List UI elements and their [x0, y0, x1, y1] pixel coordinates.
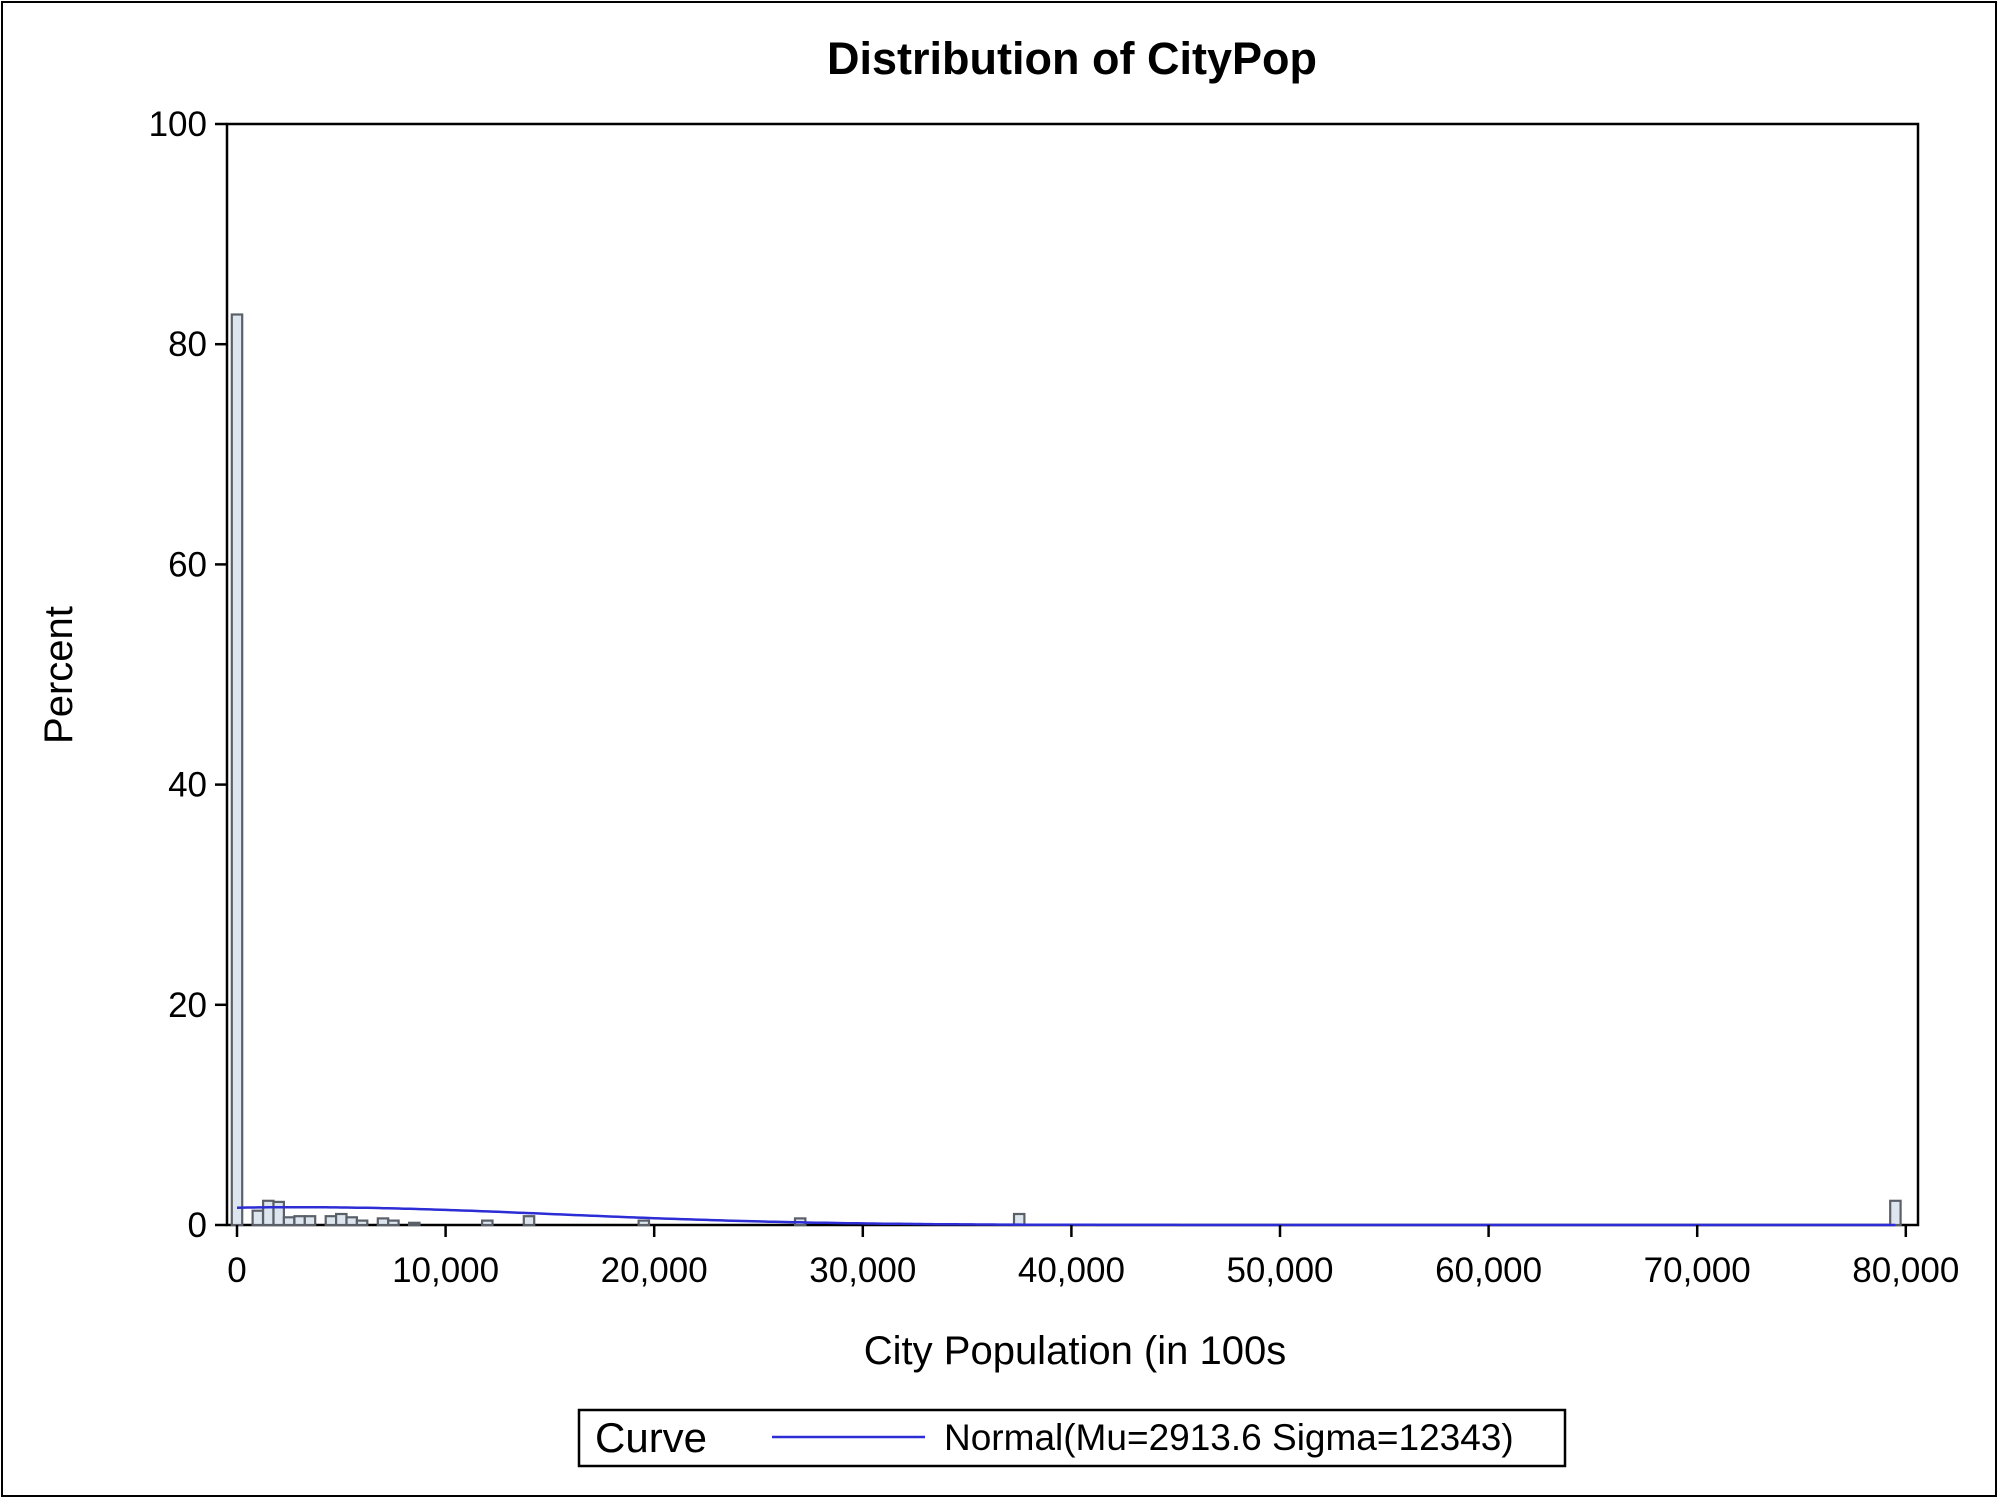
histogram-bars: [230, 313, 1902, 1227]
x-tick-label: 50,000: [1226, 1251, 1333, 1290]
x-tick-label: 20,000: [601, 1251, 708, 1290]
histogram-bar: [335, 1212, 348, 1227]
y-tick-label: 20: [168, 986, 207, 1025]
x-tick-label: 60,000: [1435, 1251, 1542, 1290]
legend-entry-normal: Normal(Mu=2913.6 Sigma=12343): [944, 1417, 1514, 1458]
histogram-bar: [230, 313, 244, 1227]
x-axis-label: City Population (in 100s: [864, 1329, 1286, 1373]
histogram-bar: [355, 1219, 369, 1227]
legend-box: [577, 1408, 1567, 1468]
normal-curve: [236, 1205, 1896, 1227]
legend: Curve Normal(Mu=2913.6 Sigma=12343): [577, 1408, 1567, 1468]
histogram-bar: [251, 1209, 265, 1227]
normal-curve-layer: [236, 1205, 1896, 1227]
histogram-bar: [387, 1219, 400, 1227]
x-tick-label: 70,000: [1644, 1251, 1751, 1290]
x-tick-label: 10,000: [392, 1251, 499, 1290]
plot-area: [225, 122, 1920, 1227]
x-tick-label: 40,000: [1018, 1251, 1125, 1290]
histogram-bar: [408, 1221, 421, 1227]
histogram-bar: [376, 1217, 390, 1227]
x-tick-label: 30,000: [809, 1251, 916, 1290]
y-tick-label: 40: [168, 766, 207, 805]
histogram-bar: [481, 1219, 494, 1227]
histogram-bar: [345, 1216, 358, 1227]
y-tick-label: 0: [188, 1206, 207, 1245]
histogram-bar: [262, 1199, 275, 1227]
y-tick-label: 100: [149, 105, 207, 144]
y-tick-label: 80: [168, 325, 207, 364]
histogram-bar: [282, 1216, 296, 1227]
y-tick-label: 60: [168, 545, 207, 584]
chart-title: Distribution of CityPop: [827, 33, 1317, 84]
histogram-bar: [1889, 1199, 1902, 1227]
y-axis-label: Percent: [37, 606, 81, 744]
legend-title: Curve: [595, 1414, 707, 1461]
histogram-bar: [522, 1215, 536, 1227]
y-axis-ticks: 0 20 40 60 80 100: [149, 105, 227, 1245]
histogram-bar: [637, 1219, 651, 1227]
x-tick-label: 0: [227, 1251, 246, 1290]
histogram-bar: [324, 1215, 338, 1227]
x-axis-ticks: 0 10,000 20,000 30,000 40,000 50,000 60,000 70,…: [227, 1225, 1959, 1290]
histogram-bar: [272, 1200, 285, 1227]
histogram-bar: [303, 1215, 317, 1227]
x-tick-label: 80,000: [1852, 1251, 1959, 1290]
histogram-bar: [293, 1215, 306, 1227]
